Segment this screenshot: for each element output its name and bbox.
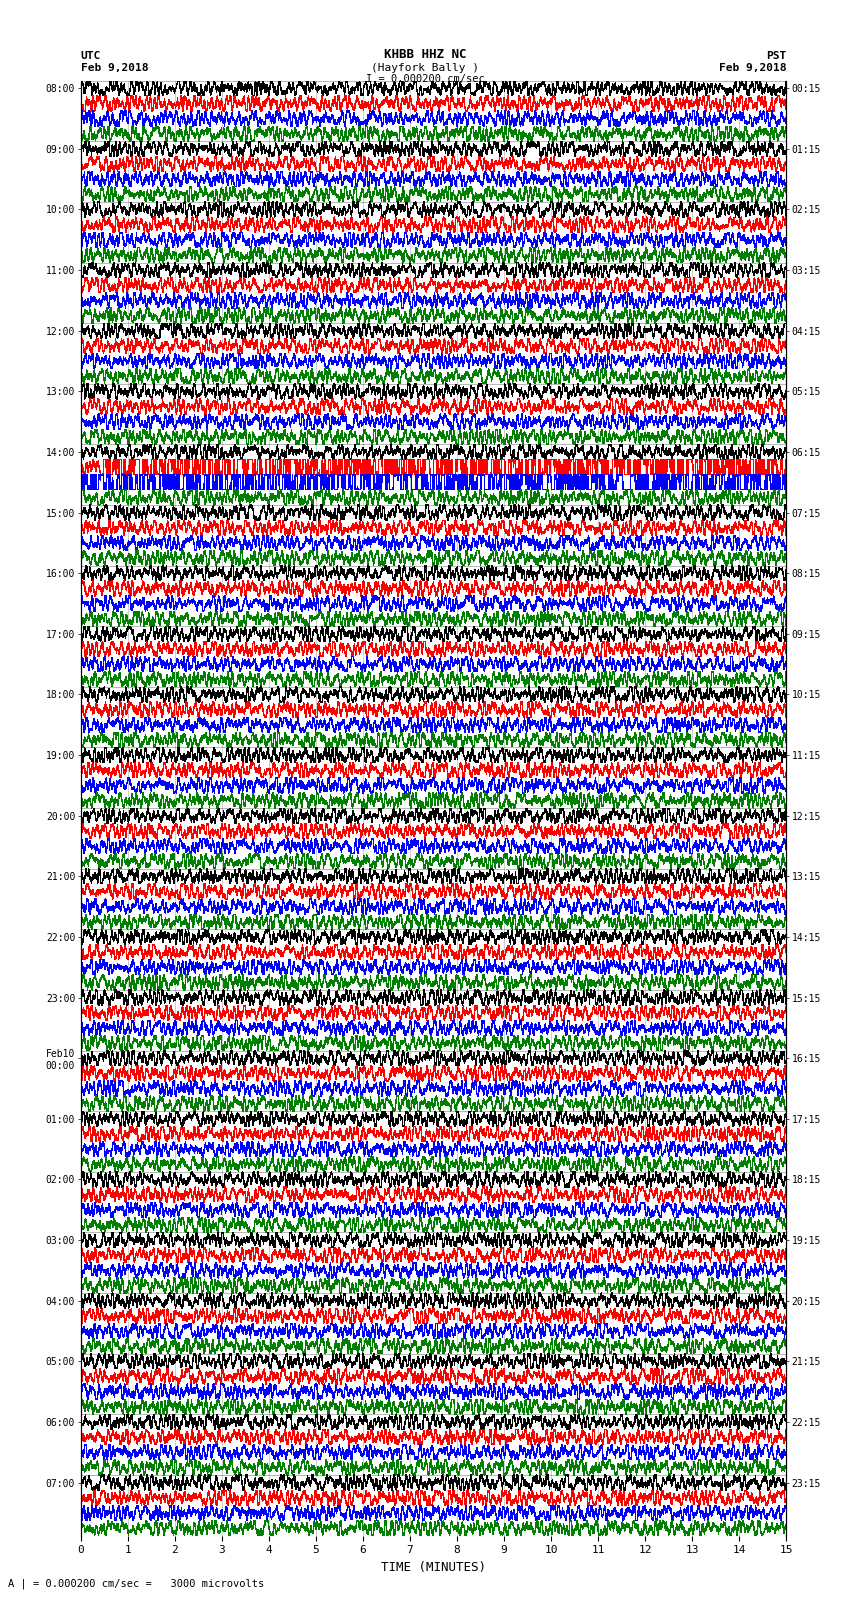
Text: I = 0.000200 cm/sec: I = 0.000200 cm/sec (366, 74, 484, 84)
Text: Feb 9,2018: Feb 9,2018 (81, 63, 148, 73)
Text: A | = 0.000200 cm/sec =   3000 microvolts: A | = 0.000200 cm/sec = 3000 microvolts (8, 1578, 264, 1589)
Text: Feb 9,2018: Feb 9,2018 (719, 63, 786, 73)
Text: PST: PST (766, 52, 786, 61)
Text: UTC: UTC (81, 52, 101, 61)
X-axis label: TIME (MINUTES): TIME (MINUTES) (381, 1561, 486, 1574)
Text: (Hayfork Bally ): (Hayfork Bally ) (371, 63, 479, 73)
Text: KHBB HHZ NC: KHBB HHZ NC (383, 48, 467, 61)
